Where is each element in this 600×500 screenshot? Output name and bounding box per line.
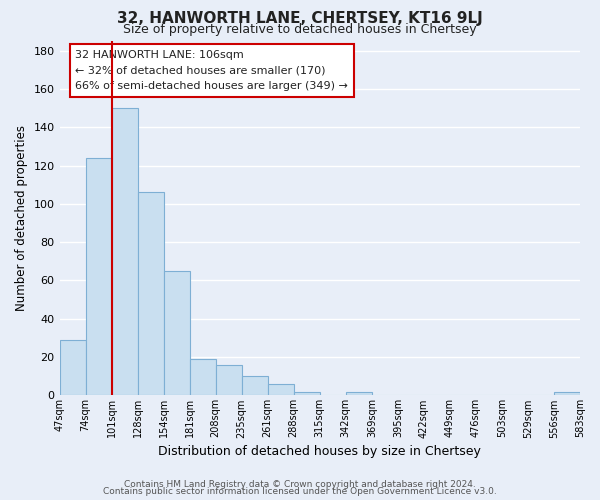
Text: 32, HANWORTH LANE, CHERTSEY, KT16 9LJ: 32, HANWORTH LANE, CHERTSEY, KT16 9LJ [117, 11, 483, 26]
Bar [554, 392, 580, 396]
Bar [59, 340, 86, 396]
Bar [268, 384, 294, 396]
Y-axis label: Number of detached properties: Number of detached properties [15, 125, 28, 311]
Bar [346, 392, 372, 396]
Bar [215, 365, 242, 396]
Bar [112, 108, 137, 396]
Bar [86, 158, 112, 396]
Text: Size of property relative to detached houses in Chertsey: Size of property relative to detached ho… [123, 22, 477, 36]
X-axis label: Distribution of detached houses by size in Chertsey: Distribution of detached houses by size … [158, 444, 481, 458]
Bar [242, 376, 268, 396]
Bar [190, 359, 215, 396]
Text: 32 HANWORTH LANE: 106sqm
← 32% of detached houses are smaller (170)
66% of semi-: 32 HANWORTH LANE: 106sqm ← 32% of detach… [75, 50, 348, 91]
Text: Contains HM Land Registry data © Crown copyright and database right 2024.: Contains HM Land Registry data © Crown c… [124, 480, 476, 489]
Bar [294, 392, 320, 396]
Bar [164, 271, 190, 396]
Text: Contains public sector information licensed under the Open Government Licence v3: Contains public sector information licen… [103, 488, 497, 496]
Bar [137, 192, 164, 396]
